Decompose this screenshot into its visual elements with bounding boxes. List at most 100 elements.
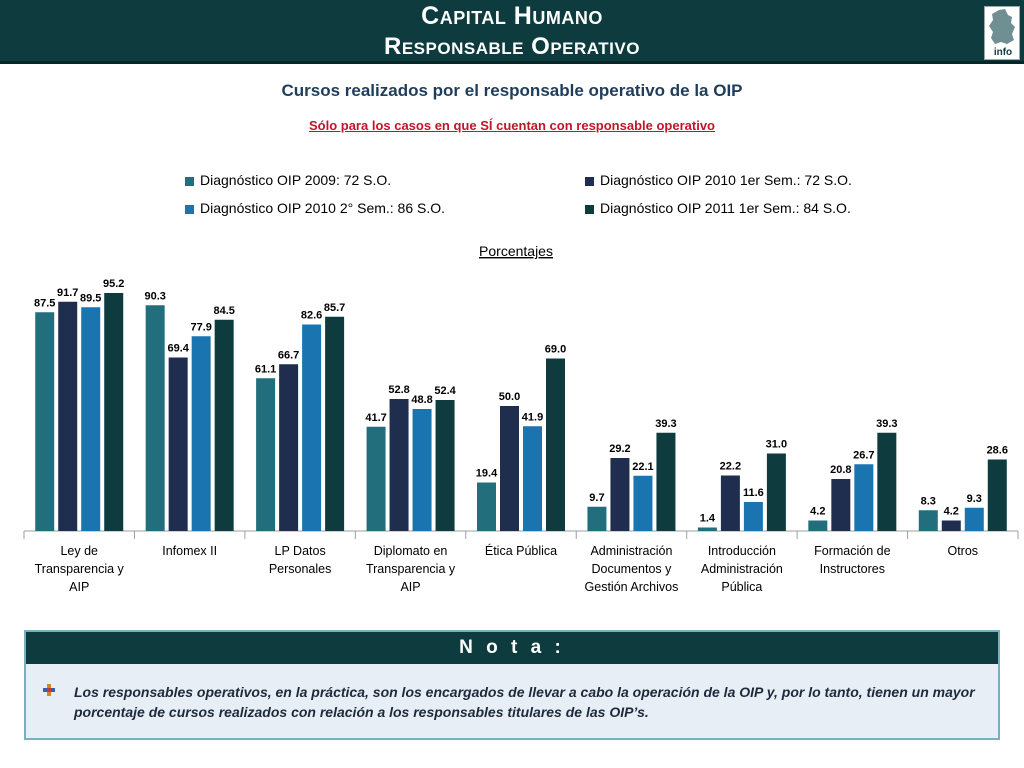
bar	[168, 357, 188, 531]
data-label: 41.9	[522, 411, 543, 423]
bar	[720, 475, 740, 531]
bar	[656, 432, 676, 531]
data-label: 8.3	[921, 495, 936, 507]
slide-header: Capital Humano Responsable Operativo inf…	[0, 0, 1024, 64]
bar	[877, 432, 897, 531]
chart-title: Cursos realizados por el responsable ope…	[281, 81, 743, 100]
legend-swatch	[585, 177, 594, 186]
x-tick-label: Otros	[947, 544, 978, 558]
legend-label: Diagnóstico OIP 2010 1er Sem.: 72 S.O.	[600, 172, 852, 188]
data-label: 48.8	[411, 394, 432, 406]
data-label: 9.7	[589, 492, 604, 504]
data-label: 20.8	[830, 464, 851, 476]
x-tick-label: Ética Pública	[485, 543, 557, 558]
bullet-icon	[43, 684, 55, 696]
bar	[500, 406, 519, 531]
legend-label: Diagnóstico OIP 2009: 72 S.O.	[200, 172, 392, 188]
data-label: 28.6	[987, 445, 1008, 457]
data-label: 52.4	[434, 385, 456, 397]
bar	[941, 520, 961, 531]
x-tick-label: Administración Documentos y Gestión Archiv…	[585, 544, 679, 594]
nota-box: N o t a : Los responsables operativos, e…	[24, 630, 1000, 740]
data-label: 82.6	[301, 310, 322, 322]
data-label: 52.8	[388, 384, 409, 396]
bar	[325, 316, 345, 531]
bar	[964, 507, 984, 531]
x-tick-label: Formación de Instructores	[814, 544, 890, 576]
data-label: 84.5	[213, 305, 234, 317]
bar	[302, 324, 322, 531]
data-label: 22.1	[632, 461, 653, 473]
x-tick-label: Infomex II	[162, 544, 217, 558]
bar	[366, 426, 386, 531]
data-label: 31.0	[766, 439, 787, 451]
data-label: 85.7	[324, 302, 345, 314]
bar	[104, 293, 124, 531]
data-label: 4.2	[810, 506, 825, 518]
data-label: 4.2	[944, 506, 959, 518]
bar	[587, 506, 607, 531]
bar-chart: Porcentajes 87.591.7 89.595.2 Ley de Transpa…	[23, 243, 1019, 594]
x-tick-label: Diplomato en Transparencia y AIP	[366, 544, 456, 594]
x-tick-label: Introducción Administración Pública	[701, 544, 783, 594]
data-label: 26.7	[853, 449, 874, 461]
x-tick-label: LP Datos Personales	[269, 544, 332, 576]
bar	[477, 482, 496, 531]
bar	[854, 464, 874, 531]
legend-swatch	[185, 205, 194, 214]
slide-subtitle: Responsable Operativo	[384, 33, 640, 60]
data-label: 69.0	[545, 344, 566, 356]
data-label: 22.2	[720, 461, 741, 473]
bar	[412, 409, 432, 531]
bar	[214, 319, 234, 531]
data-label: 90.3	[144, 290, 165, 302]
map-icon	[989, 9, 1015, 44]
data-label: 39.3	[655, 418, 676, 430]
bar	[145, 305, 165, 531]
bar	[58, 301, 78, 531]
data-label: 39.3	[876, 418, 897, 430]
chart-subtitle: Sólo para los casos en que SÍ cuentan co…	[308, 118, 715, 133]
bar	[389, 399, 409, 531]
bar	[918, 510, 938, 531]
slide-title: Capital Humano	[421, 2, 603, 30]
bar	[256, 378, 276, 531]
data-label: 9.3	[967, 493, 982, 505]
bar	[191, 336, 211, 531]
info-logo: info	[984, 6, 1020, 60]
logo-text: info	[993, 47, 1013, 58]
legend-swatch	[585, 205, 594, 214]
x-tick-label: Ley de Transparencia y AIP	[35, 544, 125, 594]
nota-title: N o t a :	[26, 632, 998, 664]
bar	[697, 527, 717, 531]
bar	[808, 520, 828, 531]
legend-swatch	[185, 177, 194, 186]
data-label: 19.4	[476, 468, 498, 480]
legend-label: Diagnóstico OIP 2011 1er Sem.: 84 S.O.	[600, 200, 851, 216]
bar	[987, 459, 1007, 531]
data-label: 41.7	[365, 412, 386, 424]
bar	[523, 426, 542, 531]
bar	[35, 312, 55, 531]
data-label: 66.7	[278, 349, 299, 361]
legend-label: Diagnóstico OIP 2010 2° Sem.: 86 S.O.	[200, 200, 446, 216]
bar	[743, 502, 763, 531]
data-label: 1.4	[700, 513, 716, 525]
data-label: 11.6	[743, 487, 764, 499]
bar	[546, 358, 565, 531]
data-label: 77.9	[190, 321, 211, 333]
nota-text: Los responsables operativos, en la práct…	[74, 684, 975, 720]
data-label: 29.2	[609, 443, 630, 455]
data-label: 95.2	[103, 278, 124, 290]
bar	[81, 307, 101, 531]
bar	[610, 458, 630, 531]
bar	[766, 453, 786, 531]
y-axis-label: Porcentajes	[479, 243, 553, 259]
data-label: 61.1	[255, 363, 276, 375]
bar	[279, 364, 299, 531]
data-label: 69.4	[167, 343, 189, 355]
data-label: 50.0	[499, 391, 520, 403]
data-label: 91.7	[57, 287, 78, 299]
bar	[831, 479, 851, 531]
bar	[435, 400, 455, 531]
